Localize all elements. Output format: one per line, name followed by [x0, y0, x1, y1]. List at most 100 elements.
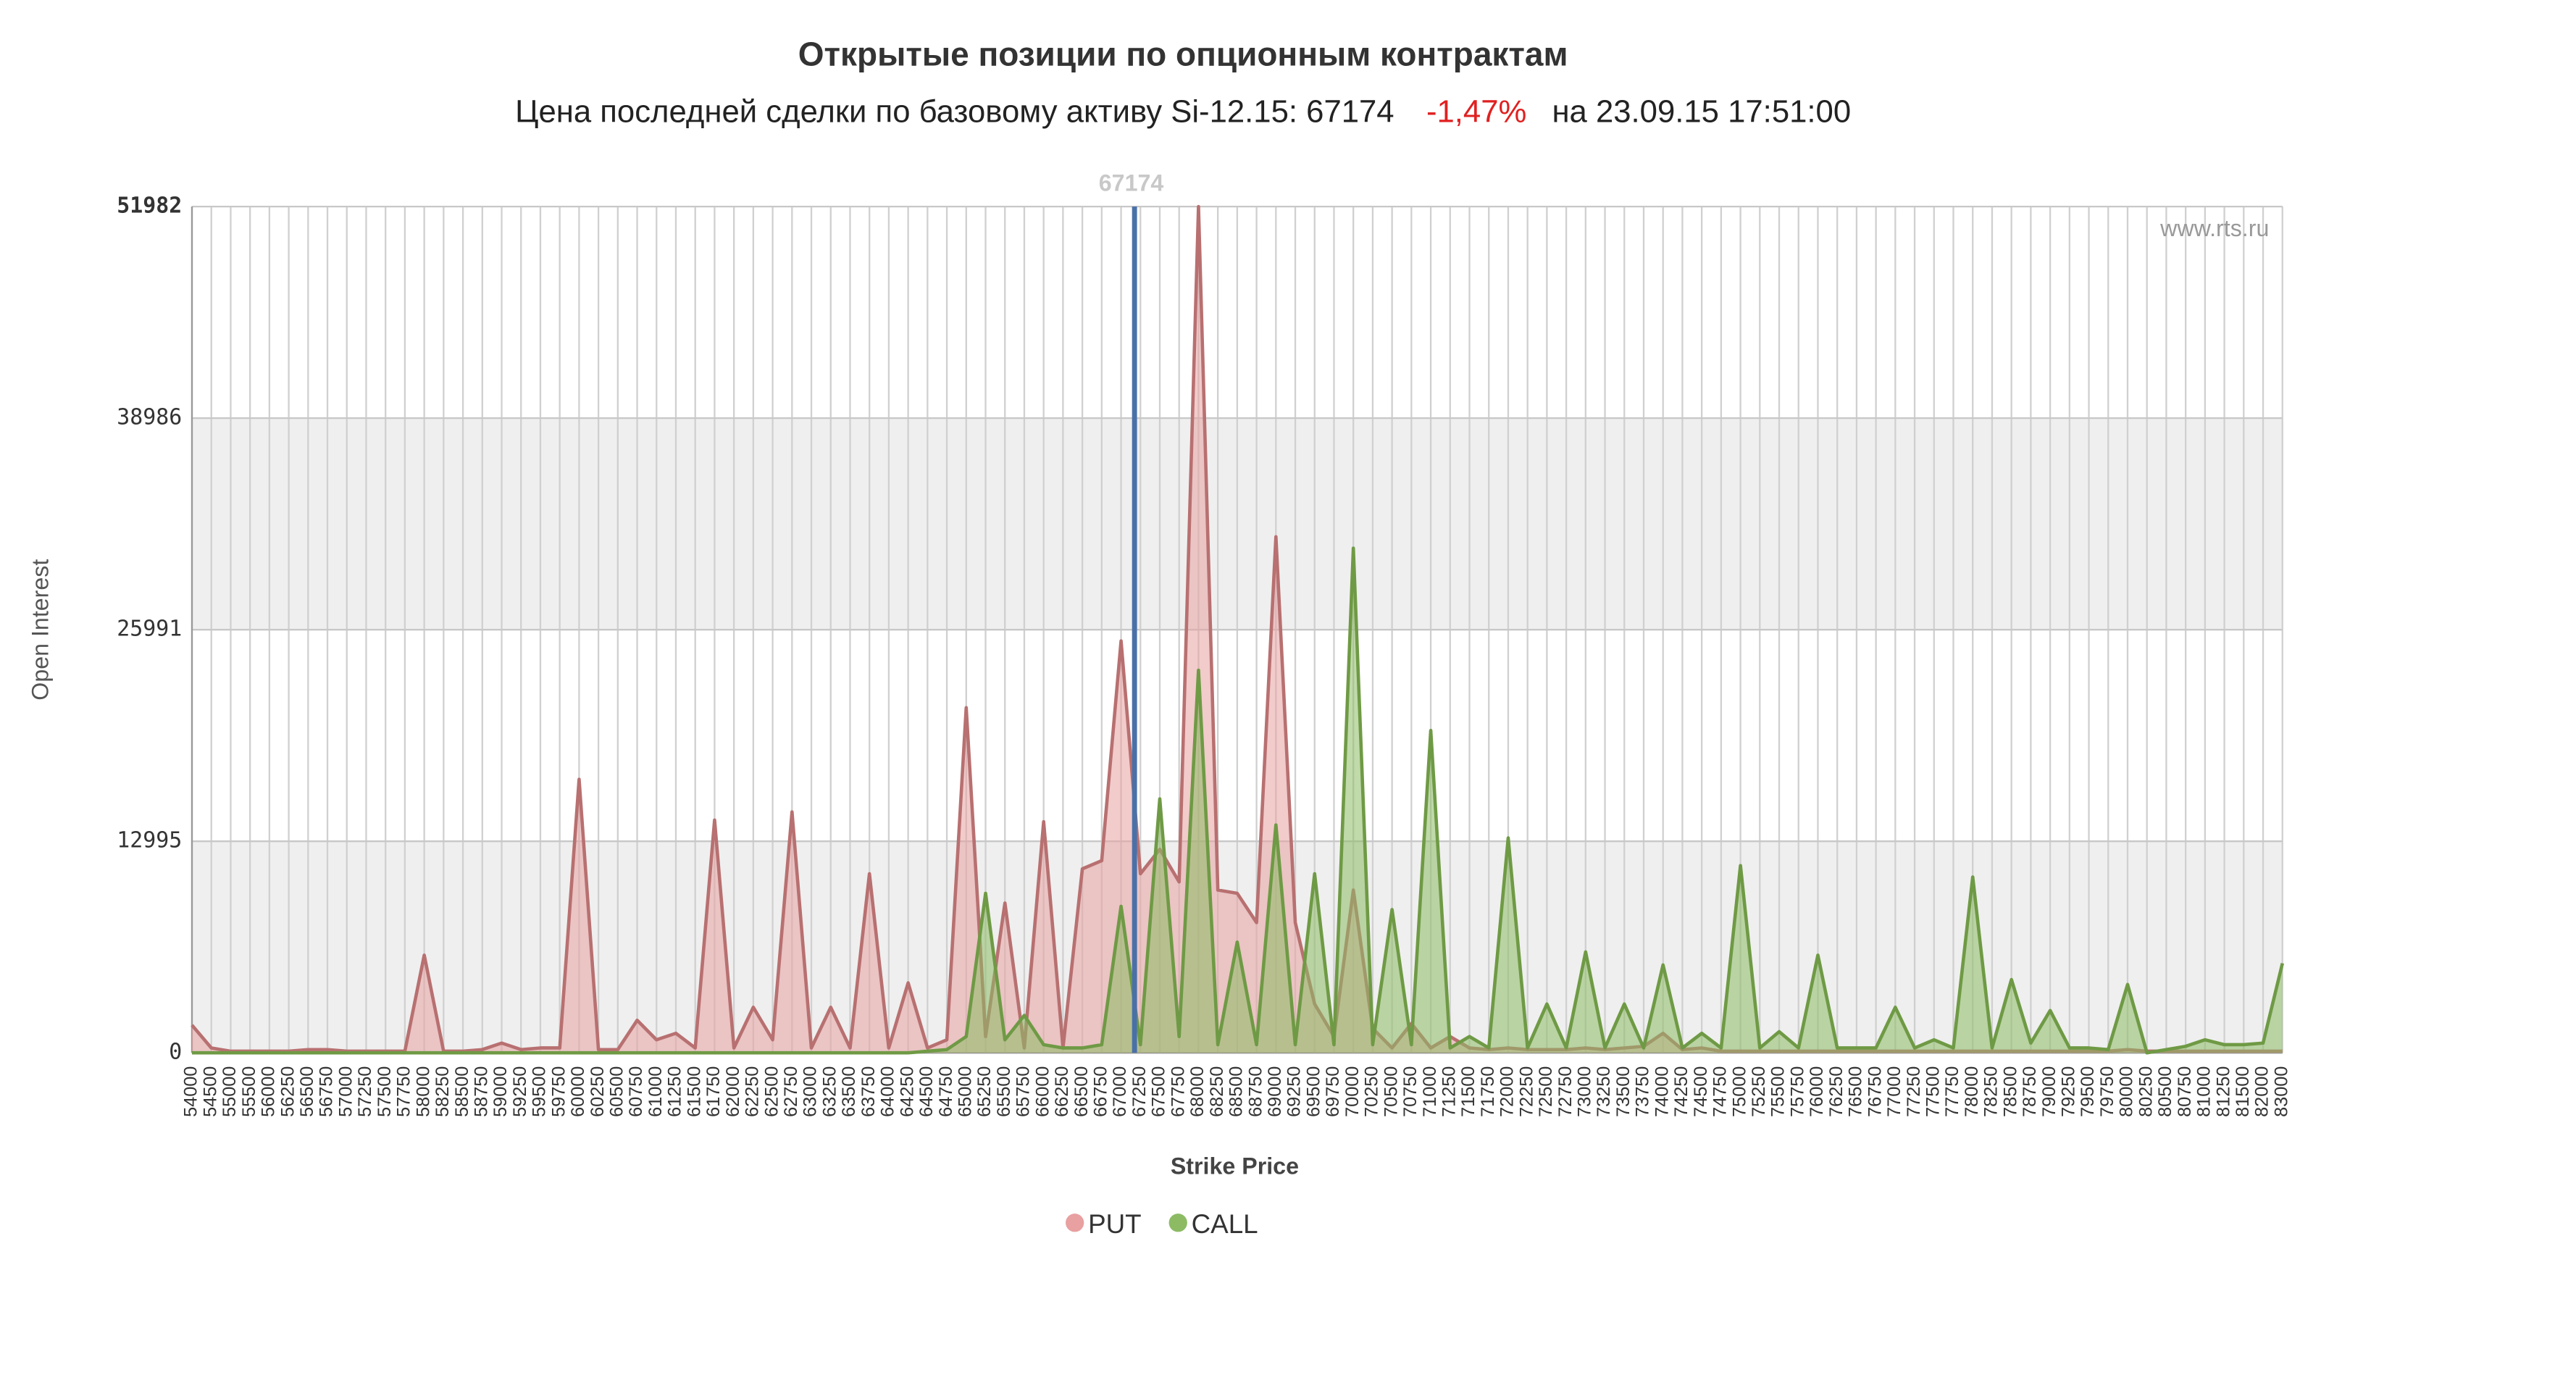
x-tick-label: 57750: [394, 1066, 414, 1117]
x-tick-label: 77500: [1923, 1066, 1943, 1117]
x-tick-label: 66750: [1091, 1066, 1111, 1117]
x-tick-label: 79250: [2059, 1066, 2079, 1117]
x-tick-label: 73250: [1594, 1066, 1614, 1117]
x-tick-label: 74000: [1652, 1066, 1672, 1117]
x-tick-label: 55500: [239, 1066, 259, 1117]
x-tick-label: 62250: [743, 1066, 763, 1117]
x-tick-label: 56250: [277, 1066, 298, 1117]
y-tick-label: 51982: [117, 193, 182, 219]
x-tick-label: 81000: [2194, 1066, 2215, 1117]
x-tick-label: 59750: [548, 1066, 569, 1117]
x-tick-label: 69500: [1303, 1066, 1323, 1117]
plot-area: 5400054500550005550056000562505650056750…: [117, 170, 2291, 1117]
x-tick-label: 72250: [1516, 1066, 1536, 1117]
x-tick-label: 78500: [2000, 1066, 2020, 1117]
x-tick-label: 79500: [2078, 1066, 2098, 1117]
legend-marker: [1066, 1214, 1084, 1232]
x-tick-label: 63000: [800, 1066, 821, 1117]
x-tick-label: 76250: [1826, 1066, 1847, 1117]
x-tick-label: 70500: [1381, 1066, 1401, 1117]
x-tick-label: 64000: [878, 1066, 898, 1117]
x-tick-label: 56000: [259, 1066, 279, 1117]
x-tick-label: 61750: [703, 1066, 724, 1117]
area-fill: [191, 548, 2283, 1053]
y-tick-label: 38986: [117, 405, 182, 430]
x-tick-label: 73000: [1575, 1066, 1595, 1117]
x-tick-label: 60750: [626, 1066, 646, 1117]
legend-marker: [1168, 1214, 1187, 1232]
x-tick-label: 74750: [1710, 1066, 1731, 1117]
x-tick-label: 62500: [761, 1066, 782, 1117]
x-tick-label: 58000: [413, 1066, 433, 1117]
x-tick-label: 68500: [1226, 1066, 1247, 1117]
x-tick-label: 54000: [181, 1066, 201, 1117]
x-tick-label: 57000: [335, 1066, 356, 1117]
x-tick-label: 67000: [1110, 1066, 1130, 1117]
x-tick-label: 58750: [471, 1066, 491, 1117]
x-tick-label: 75000: [1729, 1066, 1749, 1117]
x-tick-label: 56500: [297, 1066, 317, 1117]
x-tick-label: 62000: [723, 1066, 743, 1117]
y-tick-label: 12995: [117, 828, 182, 853]
series-line: [191, 546, 2284, 1055]
x-tick-label: 62750: [781, 1066, 801, 1117]
x-tick-label: 72500: [1536, 1066, 1556, 1117]
x-tick-label: 82000: [2252, 1066, 2272, 1117]
x-tick-label: 66000: [1032, 1066, 1053, 1117]
x-tick-label: 80250: [2136, 1066, 2156, 1117]
y-axis-title: Open Interest: [28, 559, 54, 701]
x-tick-label: 80000: [2117, 1066, 2137, 1117]
x-tick-label: 64500: [916, 1066, 937, 1117]
x-tick-label: 77750: [1942, 1066, 1962, 1117]
x-tick-label: 78750: [2020, 1066, 2040, 1117]
subtitle-time: на 23.09.15 17:51:00: [1552, 93, 1851, 129]
x-tick-label: 71250: [1439, 1066, 1459, 1117]
x-tick-label: 59000: [490, 1066, 511, 1117]
x-tick-label: 63250: [819, 1066, 840, 1117]
subtitle-change: -1,47%: [1426, 93, 1526, 129]
x-tick-label: 54500: [200, 1066, 220, 1117]
x-tick-label: 61250: [665, 1066, 685, 1117]
x-tick-label: 77000: [1884, 1066, 1904, 1117]
x-tick-label: 68000: [1187, 1066, 1208, 1117]
area-fill: [191, 206, 2283, 1053]
x-tick-label: 60250: [587, 1066, 608, 1117]
x-tick-label: 60000: [568, 1066, 588, 1117]
x-tick-label: 74500: [1691, 1066, 1711, 1117]
x-tick-label: 76500: [1846, 1066, 1866, 1117]
x-tick-label: 58250: [432, 1066, 453, 1117]
x-tick-label: 67250: [1129, 1066, 1150, 1117]
x-tick-label: 64250: [897, 1066, 917, 1117]
x-tick-label: 68250: [1207, 1066, 1227, 1117]
x-tick-label: 80750: [2175, 1066, 2195, 1117]
reference-label: 67174: [1099, 170, 1164, 196]
x-tick-label: 67500: [1149, 1066, 1169, 1117]
x-tick-label: 71500: [1458, 1066, 1479, 1117]
x-tick-label: 65750: [1013, 1066, 1034, 1117]
x-tick-label: 61500: [684, 1066, 704, 1117]
x-tick-label: 80500: [2155, 1066, 2175, 1117]
x-tick-label: 69000: [1265, 1066, 1285, 1117]
x-tick-label: 60500: [607, 1066, 627, 1117]
x-tick-label: 78000: [1962, 1066, 1982, 1117]
x-tick-label: 59500: [530, 1066, 550, 1117]
x-tick-label: 67750: [1168, 1066, 1188, 1117]
x-tick-label: 65250: [974, 1066, 995, 1117]
x-tick-label: 77250: [1904, 1066, 1924, 1117]
x-tick-label: 65500: [994, 1066, 1014, 1117]
x-tick-label: 81250: [2213, 1066, 2233, 1117]
x-tick-label: 57250: [355, 1066, 375, 1117]
x-tick-label: 83000: [2271, 1066, 2291, 1117]
legend-label: PUT: [1088, 1209, 1142, 1239]
x-tick-label: 69250: [1284, 1066, 1305, 1117]
x-tick-label: 72750: [1555, 1066, 1576, 1117]
credit: www.rts.ru: [2159, 215, 2269, 241]
legend-label: CALL: [1192, 1209, 1258, 1239]
x-tick-label: 73500: [1613, 1066, 1634, 1117]
x-tick-label: 56750: [317, 1066, 337, 1117]
x-tick-label: 75250: [1749, 1066, 1769, 1117]
chart-subtitle: Цена последней сделки по базовому активу…: [515, 93, 1851, 129]
x-tick-label: 63750: [858, 1066, 879, 1117]
x-tick-label: 79750: [2097, 1066, 2117, 1117]
